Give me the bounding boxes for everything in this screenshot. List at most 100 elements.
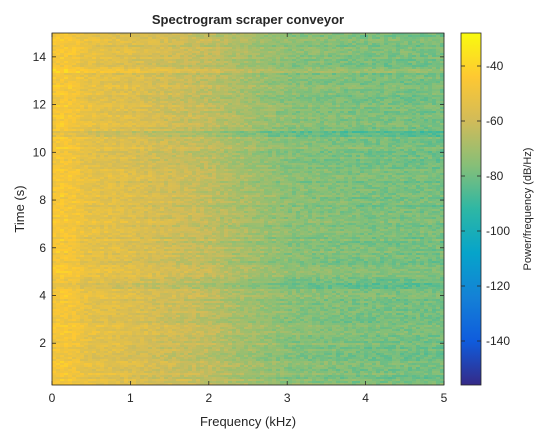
heatmap-cell — [184, 51, 189, 54]
heatmap-cell — [180, 49, 185, 52]
heatmap-cell — [164, 57, 169, 60]
heatmap-cell — [256, 37, 261, 40]
heatmap-cell — [144, 115, 149, 118]
heatmap-cell — [276, 73, 281, 76]
heatmap-cell — [228, 69, 233, 72]
heatmap-cell — [428, 89, 433, 92]
heatmap-cell — [260, 33, 265, 36]
heatmap-cell — [284, 93, 289, 96]
heatmap-cell — [396, 55, 401, 58]
heatmap-cell — [160, 45, 165, 48]
heatmap-cell — [380, 43, 385, 46]
heatmap-cell — [368, 49, 373, 52]
heatmap-cell — [224, 59, 229, 62]
heatmap-cell — [132, 79, 137, 82]
heatmap-cell — [152, 35, 157, 38]
heatmap-cell — [196, 97, 201, 100]
heatmap-cell — [216, 127, 221, 130]
heatmap-cell — [172, 85, 177, 88]
heatmap-cell — [184, 111, 189, 114]
heatmap-cell — [248, 123, 253, 126]
heatmap-cell — [136, 97, 141, 100]
heatmap-cell — [204, 93, 209, 96]
heatmap-cell — [124, 101, 129, 104]
heatmap-cell — [156, 103, 161, 106]
heatmap-cell — [64, 91, 69, 94]
heatmap-cell — [144, 97, 149, 100]
heatmap-cell — [72, 45, 77, 48]
heatmap-cell — [356, 77, 361, 80]
heatmap-cell — [368, 43, 373, 46]
heatmap-cell — [204, 127, 209, 130]
heatmap-cell — [240, 83, 245, 86]
heatmap-cell — [260, 103, 265, 106]
heatmap-cell — [92, 109, 97, 112]
heatmap-cell — [380, 133, 385, 136]
heatmap-cell — [236, 111, 241, 114]
heatmap-cell — [304, 73, 309, 76]
heatmap-cell — [80, 103, 85, 106]
heatmap-cell — [400, 35, 405, 38]
heatmap-cell — [384, 99, 389, 102]
heatmap-cell — [124, 55, 129, 58]
heatmap-cell — [328, 91, 333, 94]
heatmap-cell — [272, 43, 277, 46]
heatmap-cell — [408, 95, 413, 98]
heatmap-cell — [76, 81, 81, 84]
heatmap-cell — [408, 35, 413, 38]
heatmap-cell — [228, 123, 233, 126]
heatmap-cell — [260, 109, 265, 112]
heatmap-cell — [208, 53, 213, 56]
heatmap-cell — [232, 51, 237, 54]
heatmap-cell — [292, 75, 297, 78]
heatmap-cell — [248, 53, 253, 56]
heatmap-cell — [128, 125, 133, 128]
heatmap-cell — [116, 49, 121, 52]
heatmap-cell — [124, 115, 129, 118]
heatmap-cell — [436, 33, 441, 36]
heatmap-cell — [284, 59, 289, 62]
heatmap-cell — [232, 61, 237, 64]
heatmap-cell — [404, 127, 409, 130]
heatmap-cell — [320, 91, 325, 94]
heatmap-cell — [436, 93, 441, 96]
heatmap-cell — [192, 95, 197, 98]
heatmap-cell — [184, 61, 189, 64]
heatmap-cell — [400, 115, 405, 118]
heatmap-cell — [204, 75, 209, 78]
heatmap-cell — [440, 55, 445, 58]
heatmap-cell — [244, 73, 249, 76]
heatmap-cell — [296, 95, 301, 98]
heatmap-cell — [336, 105, 341, 108]
heatmap-cell — [100, 51, 105, 54]
heatmap-cell — [332, 123, 337, 126]
heatmap-cell — [200, 105, 205, 108]
heatmap-cell — [104, 39, 109, 42]
heatmap-cell — [268, 55, 273, 58]
heatmap-cell — [260, 125, 265, 128]
heatmap-cell — [396, 45, 401, 48]
heatmap-cell — [120, 73, 125, 76]
heatmap-cell — [220, 75, 225, 78]
heatmap-cell — [104, 49, 109, 52]
heatmap-cell — [176, 55, 181, 58]
heatmap-cell — [296, 113, 301, 116]
heatmap-cell — [432, 105, 437, 108]
heatmap-cell — [120, 33, 125, 36]
heatmap-cell — [360, 55, 365, 58]
heatmap-cell — [268, 75, 273, 78]
heatmap-cell — [132, 89, 137, 92]
heatmap-cell — [136, 91, 141, 94]
heatmap-cell — [68, 71, 73, 74]
heatmap-cell — [336, 41, 341, 44]
heatmap-cell — [392, 103, 397, 106]
heatmap-cell — [188, 115, 193, 118]
heatmap-cell — [124, 95, 129, 98]
heatmap-cell — [432, 53, 437, 56]
heatmap-cell — [384, 63, 389, 66]
heatmap-cell — [88, 89, 93, 92]
heatmap-cell — [280, 65, 285, 68]
heatmap-cell — [204, 95, 209, 98]
heatmap-cell — [428, 67, 433, 70]
heatmap-cell — [340, 77, 345, 80]
